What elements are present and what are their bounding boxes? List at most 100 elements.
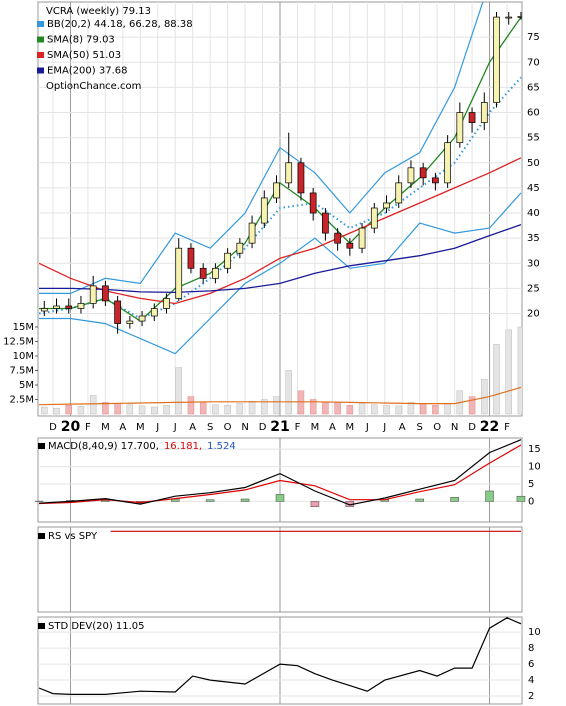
x-tick-label: O [224, 422, 232, 433]
macd-title-part: 1.524 [207, 441, 236, 452]
volume-bar [383, 405, 390, 415]
macd-title-part: MACD(8,40,9) 17.700, [48, 441, 159, 452]
volume-bar [248, 400, 256, 415]
candle-body [248, 222, 256, 244]
volume-bar [65, 405, 72, 415]
volume-bar [102, 402, 109, 415]
macd-histogram-bar [310, 501, 320, 507]
x-tick-label: S [207, 422, 213, 433]
macd-title: MACD(8,40,9) 17.700, 16.181, 1.524 [48, 441, 236, 452]
candle-body [419, 167, 427, 179]
y-tick-label: 35 [527, 233, 540, 244]
candle-body [102, 285, 109, 302]
macd-line [38, 439, 522, 506]
y-tick-label: 65 [527, 82, 540, 93]
volume-bar [236, 403, 244, 415]
y-tick-label: 50 [527, 158, 540, 169]
x-tick-label: 21 [270, 419, 289, 435]
volume-bar [419, 404, 427, 415]
candle-body [383, 202, 390, 209]
y-tick-label: 15 [528, 444, 541, 455]
y-tick-label: 0 [528, 496, 534, 507]
volume-bar [273, 396, 280, 415]
volume-bar [175, 367, 182, 415]
legend-label: EMA(200) 37.68 [47, 66, 127, 77]
price-plot [38, 2, 522, 415]
volume-bar [517, 326, 522, 415]
volume-bar [432, 405, 439, 415]
volume-bar [77, 406, 85, 415]
volume-bar [187, 396, 195, 415]
candle-body [493, 16, 500, 103]
volume-average [38, 386, 522, 406]
x-tick-label: J [173, 422, 177, 433]
macd-histogram-bar [450, 497, 459, 502]
x-tick-label: D [49, 422, 57, 433]
volume-bar [346, 405, 354, 415]
watermark: OptionChance.com [46, 81, 141, 92]
x-tick-label: F [85, 422, 91, 433]
candle-body [212, 267, 219, 279]
x-tick-label: J [155, 422, 159, 433]
x-tick-label: D [259, 422, 267, 433]
candle-body [309, 192, 317, 214]
candle-body [480, 102, 488, 123]
y-tick-label: 25 [527, 283, 540, 294]
x-tick-label: A [399, 422, 406, 433]
volume-bar [41, 406, 48, 415]
indicator-line [38, 617, 522, 695]
candle-body [370, 207, 378, 229]
y-tick-label: 60 [527, 108, 540, 119]
indicator-line [38, 157, 522, 305]
bb-lower [39, 192, 522, 355]
legend-label: SMA(8) 79.03 [47, 35, 115, 46]
y-tick-label: 6 [528, 659, 534, 670]
candle-body [77, 303, 85, 309]
legend-swatch [37, 67, 44, 74]
y-tick-label: 70 [527, 57, 540, 68]
volume-tick-label: 10M [13, 351, 34, 362]
x-tick-label: 20 [61, 419, 81, 435]
x-tick-label: O [433, 422, 441, 433]
candle-body [334, 232, 341, 244]
x-tick-label: A [329, 422, 336, 433]
candle-body [432, 177, 439, 184]
candle-body [505, 16, 513, 19]
volume-tick-label: 15M [13, 322, 34, 333]
volume-bar [224, 405, 231, 415]
volume-bar [481, 378, 488, 415]
volume-bar [199, 402, 207, 415]
candle-body [407, 167, 415, 184]
volume-tick-label: 7.5M [9, 366, 34, 377]
candle-body [395, 182, 403, 204]
volume-bar [285, 370, 292, 415]
candle-body [285, 162, 293, 184]
volume-bar [126, 404, 134, 415]
x-tick-label: M [311, 422, 320, 433]
x-tick-label: M [346, 422, 355, 433]
x-tick-label: M [101, 422, 110, 433]
x-tick-label: D [468, 422, 476, 433]
legend-label: SMA(50) 51.03 [47, 50, 121, 61]
volume-bar [212, 404, 219, 415]
x-tick-label: A [119, 422, 126, 433]
indicator-line [39, 223, 522, 294]
x-tick-label: J [382, 422, 386, 433]
candle-body [224, 252, 231, 269]
y-tick-label: 75 [527, 32, 540, 43]
candle-body [187, 247, 195, 269]
candle-body [260, 197, 268, 224]
candle-body [273, 182, 280, 199]
macd-histogram-bar [240, 498, 250, 502]
legend-swatch [37, 52, 44, 58]
panel-title: STD DEV(20) 11.05 [48, 621, 145, 632]
legend-swatch [38, 623, 45, 629]
volume-bar [138, 405, 146, 415]
macd-title-part: 16.181, [164, 441, 202, 452]
volume-tick-label: 5M [19, 380, 34, 391]
candle-body [444, 142, 451, 184]
macd-histogram-bar [275, 494, 285, 502]
x-tick-label: F [504, 422, 510, 433]
candle-body [199, 267, 207, 279]
candle-body [138, 315, 146, 322]
